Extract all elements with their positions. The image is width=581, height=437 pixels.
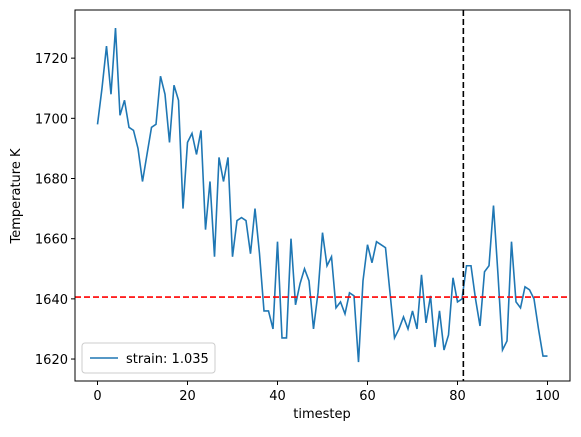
y-tick-label: 1720 [35,52,68,67]
y-tick-label: 1700 [35,112,68,127]
y-tick-label: 1680 [35,172,68,187]
legend-box [81,342,216,374]
y-tick-label: 1620 [35,353,68,368]
x-tick-label: 100 [535,389,560,404]
plot-frame [74,9,571,382]
legend-label: strain: 1.035 [126,352,209,367]
x-axis-label: timestep [293,407,351,422]
x-tick-label: 20 [179,389,196,404]
data-line [96,27,548,363]
y-tick-label: 1640 [35,293,68,308]
x-tick-label: 60 [359,389,376,404]
x-tick-label: 0 [93,389,101,404]
y-axis-label: Temperature K [9,148,24,244]
x-tick-label: 80 [449,389,466,404]
y-tick-label: 1660 [35,233,68,248]
x-tick-label: 40 [269,389,286,404]
